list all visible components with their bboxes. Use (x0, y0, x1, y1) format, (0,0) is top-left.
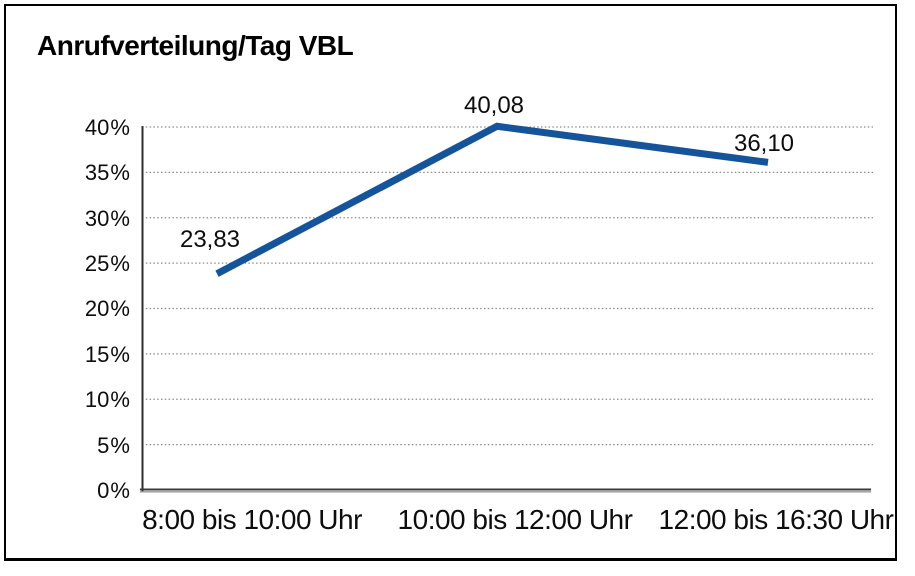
y-axis-tick-label: 25 % (84, 251, 130, 276)
y-axis-tick-label: 40 % (84, 115, 130, 140)
data-point-label: 40,08 (463, 92, 525, 119)
chart-border-frame (4, 4, 897, 561)
y-axis-tick-label: 20 % (84, 296, 130, 321)
chart-title: Anrufverteilung/Tag VBL (37, 30, 354, 61)
y-axis-tick-label: 35 % (84, 160, 130, 185)
data-point-label: 36,10 (733, 130, 795, 157)
y-axis-tick-label: 10 % (84, 387, 130, 412)
y-axis-tick-label: 15 % (84, 342, 130, 367)
x-axis-category-label: 12:00 bis 16:30 Uhr (658, 504, 894, 535)
y-axis-tick-label: 0 % (97, 478, 130, 503)
x-axis-category-label: 8:00 bis 10:00 Uhr (142, 504, 362, 535)
y-axis-tick-label: 5 % (97, 433, 130, 458)
x-axis-category-label: 10:00 bis 12:00 Uhr (397, 504, 633, 535)
data-point-label: 23,83 (179, 226, 241, 253)
y-axis-tick-label: 30 % (84, 206, 130, 231)
